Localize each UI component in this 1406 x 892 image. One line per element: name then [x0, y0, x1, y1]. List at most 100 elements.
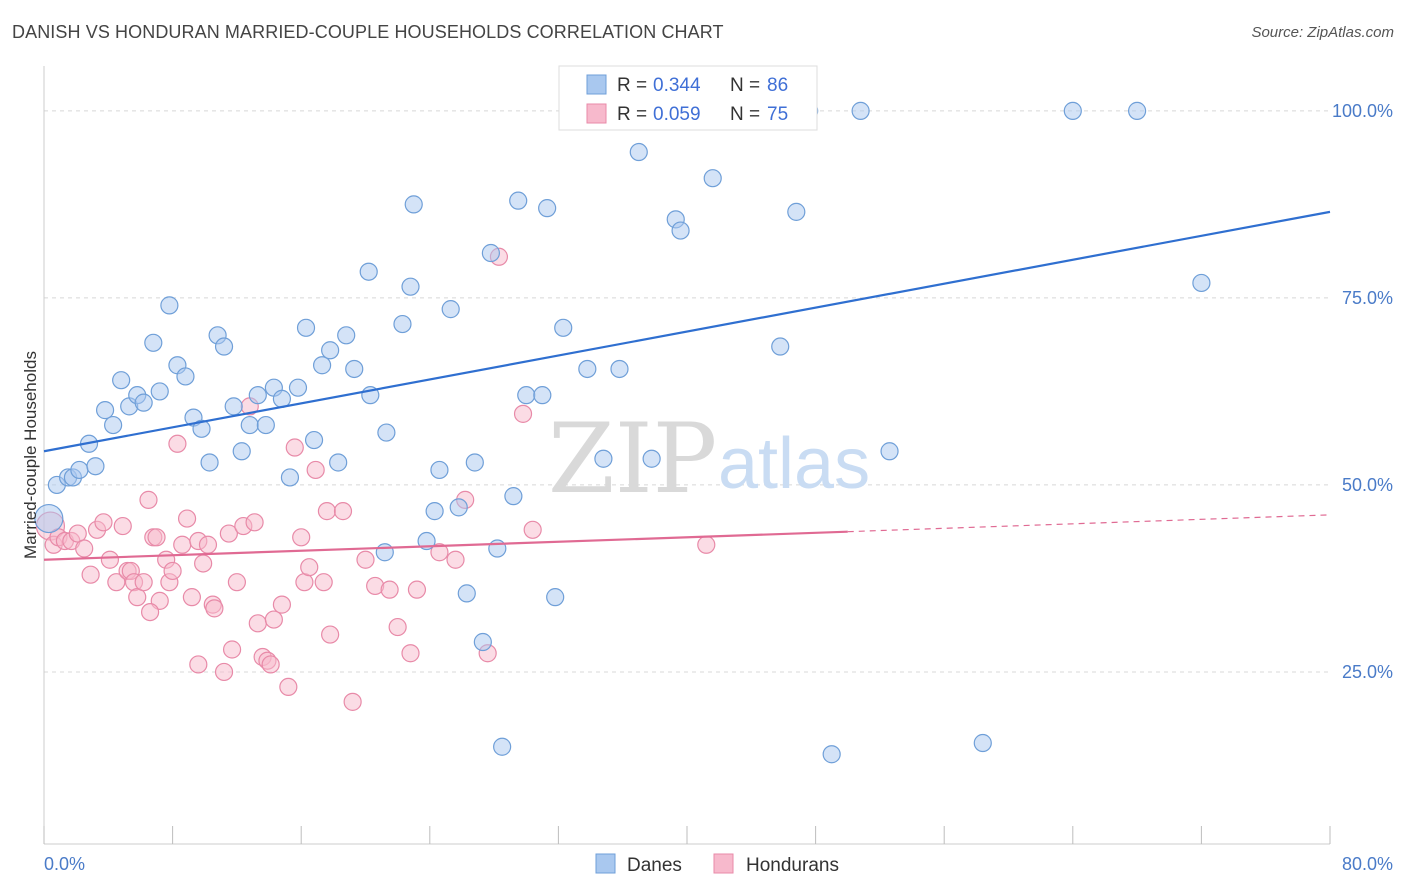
dane-point: [192, 419, 211, 438]
honduran-point: [245, 513, 264, 532]
dane-point: [554, 318, 573, 337]
legend-danes-swatch: [586, 74, 607, 95]
dane-point: [488, 539, 507, 558]
honduran-point: [173, 535, 192, 554]
honduran-point: [343, 692, 362, 711]
honduran-point: [285, 438, 304, 457]
honduran-point: [219, 524, 238, 543]
dane-point: [312, 356, 332, 375]
honduran-point: [94, 513, 113, 532]
dane-point: [337, 326, 356, 345]
dane-point: [425, 502, 444, 521]
dane-point: [457, 584, 476, 603]
honduran-point: [388, 617, 407, 637]
bottom-legend-hondurans-swatch: [713, 853, 734, 874]
watermark-atlas: atlas: [718, 424, 870, 504]
dane-point: [671, 221, 690, 240]
source-label: Source: ZipAtlas.com: [1251, 24, 1394, 41]
watermark-zip: ZIP: [548, 403, 717, 515]
dane-point: [150, 382, 169, 401]
honduran-point: [128, 588, 147, 607]
chart-title: DANISH VS HONDURAN MARRIED-COUPLE HOUSEH…: [12, 22, 724, 42]
bottom-legend-hondurans-label: Hondurans: [746, 855, 839, 876]
honduran-point: [182, 588, 201, 607]
y-axis-label: Married-couple Households: [21, 351, 40, 559]
dane-point: [481, 243, 500, 263]
y-tick-label-25: 25.0%: [1342, 662, 1393, 682]
dane-point: [509, 191, 528, 210]
correlation-legend: R = 0.344 N = 86 R = 0.059 N = 75: [558, 65, 818, 131]
honduran-point: [407, 580, 427, 599]
honduran-point: [430, 543, 449, 562]
legend-danes-r-label: R =: [617, 75, 647, 96]
honduran-point: [321, 625, 340, 644]
series-legend: Danes Hondurans: [595, 853, 839, 876]
honduran-point: [168, 434, 187, 453]
x-tick-label-0: 0.0%: [44, 854, 85, 874]
honduran-point: [248, 614, 267, 633]
legend-hondurans-n-value: 75: [767, 104, 788, 125]
dane-point: [288, 378, 308, 397]
bottom-legend-danes-swatch: [595, 853, 616, 874]
dane-point: [703, 169, 722, 188]
dane-point: [256, 415, 275, 435]
dane-point: [771, 337, 790, 356]
dane-point: [240, 415, 259, 435]
legend-danes-n-label: N =: [730, 75, 760, 96]
honduran-point: [314, 573, 333, 592]
honduran-point: [356, 550, 375, 569]
dane-point: [822, 745, 841, 764]
dane-point: [973, 733, 992, 753]
dane-point: [629, 142, 648, 162]
honduran-point: [147, 528, 166, 547]
dane-point: [473, 632, 492, 652]
y-tick-label-50: 50.0%: [1342, 475, 1393, 495]
dane-point: [248, 386, 267, 405]
honduran-point: [81, 565, 100, 584]
y-tick-label-75: 75.0%: [1342, 288, 1393, 308]
trend-lines: [43, 210, 1331, 561]
danes-trend-line: [43, 210, 1331, 453]
honduran-point: [300, 558, 319, 577]
dane-point: [441, 300, 460, 319]
honduran-point: [306, 460, 325, 480]
watermark: ZIP atlas: [548, 403, 870, 515]
legend-danes-n-value: 86: [767, 75, 788, 96]
dane-point: [1063, 101, 1082, 120]
honduran-point: [189, 655, 208, 674]
honduran-point: [222, 640, 242, 659]
hondurans-trend-line-extension: [847, 514, 1331, 533]
honduran-point: [261, 655, 280, 674]
legend-hondurans-n-label: N =: [730, 104, 760, 125]
dane-point: [329, 453, 348, 472]
dane-point: [296, 318, 316, 337]
honduran-point: [317, 502, 337, 521]
dane-point: [493, 737, 512, 756]
dane-point: [160, 296, 179, 315]
dane-point: [280, 468, 300, 487]
dane-point: [538, 199, 557, 218]
dane-point: [345, 359, 364, 379]
hondurans-trend-line: [43, 530, 848, 561]
honduran-point: [163, 561, 182, 581]
dane-point: [578, 359, 597, 379]
dane-point: [176, 367, 195, 386]
honduran-point: [140, 602, 160, 622]
dane-point: [594, 449, 613, 468]
x-tick-label-80: 80.0%: [1342, 854, 1393, 874]
dane-point: [224, 397, 243, 416]
honduran-point: [513, 404, 533, 423]
honduran-point: [279, 677, 298, 697]
x-tick-labels: 0.0% 80.0%: [44, 854, 1393, 874]
honduran-point: [523, 520, 542, 539]
honduran-point: [134, 573, 153, 592]
honduran-point: [75, 539, 94, 558]
dane-point: [321, 341, 340, 360]
dane-point: [214, 337, 234, 356]
honduran-point: [214, 662, 234, 682]
bottom-legend-danes-label: Danes: [627, 855, 682, 876]
legend-danes-r-value: 0.344: [653, 75, 701, 96]
dane-point: [642, 449, 661, 468]
dane-point: [134, 393, 153, 412]
